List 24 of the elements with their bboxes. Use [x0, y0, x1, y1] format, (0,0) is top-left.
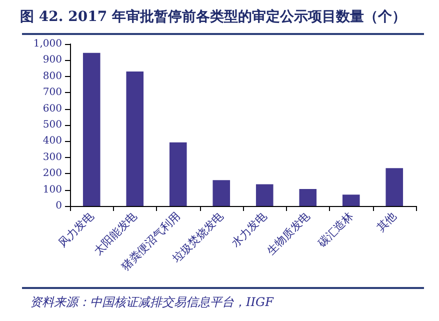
x-tick-label: 碳汇造林: [314, 209, 356, 250]
bar: [82, 52, 100, 206]
bar: [256, 184, 274, 206]
y-tick-label: 600: [42, 103, 62, 114]
y-tick-label: 500: [42, 120, 62, 130]
y-tick-label: 0: [56, 200, 62, 212]
y-tick-label: 800: [42, 70, 62, 82]
y-tick-label: 400: [42, 136, 62, 147]
x-tick-label: 风力发电: [56, 209, 96, 250]
text: 资料来源：中国核证减排交易信息平台，IIGF: [30, 294, 274, 311]
bar: [299, 188, 317, 206]
y-tick-label: 900: [42, 54, 62, 66]
bar: [386, 168, 404, 206]
y-tick-label: 300: [42, 152, 62, 163]
bar: [212, 180, 230, 206]
y-tick-label: 200: [42, 168, 62, 180]
y-tick-label: 1,000: [33, 38, 62, 50]
y-tick-label: 100: [42, 184, 62, 196]
bar: [126, 72, 144, 206]
bar: [169, 142, 187, 206]
chart-title: 图 42. 2017 年审批暂停前各类型的审定公示项目数量（个）: [20, 8, 406, 26]
y-tick-label: 700: [42, 87, 62, 98]
bar: [342, 194, 360, 206]
x-tick-label: 其他: [374, 209, 399, 234]
